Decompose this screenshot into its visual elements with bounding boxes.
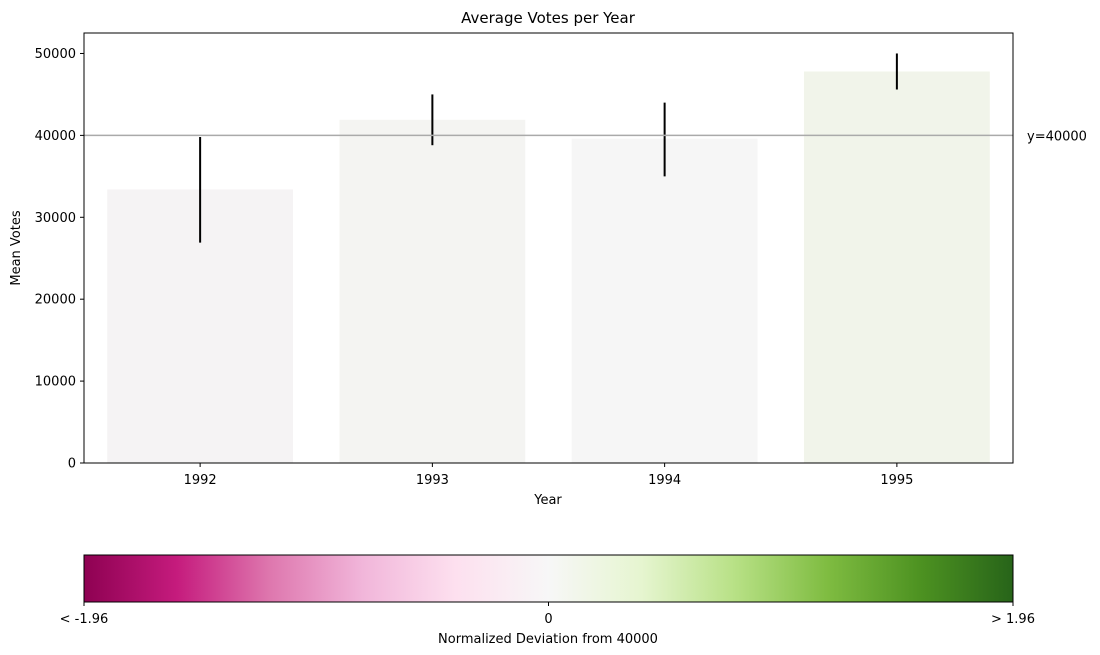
y-tick-label-40000: 40000 bbox=[35, 129, 76, 144]
error-bars-group bbox=[199, 53, 898, 243]
colorbar-tick-label-0: < -1.96 bbox=[60, 612, 109, 627]
colorbar-label: Normalized Deviation from 40000 bbox=[438, 632, 658, 647]
x-axis-label: Year bbox=[533, 493, 562, 508]
y-axis-label: Mean Votes bbox=[9, 210, 24, 285]
colorbar bbox=[83, 554, 1014, 603]
y-tick-label-10000: 10000 bbox=[35, 375, 76, 390]
x-axis: 1992 1993 1994 1995 bbox=[184, 463, 913, 488]
y-tick-label-50000: 50000 bbox=[35, 47, 76, 62]
bar-1995 bbox=[803, 71, 990, 463]
bar-1993 bbox=[339, 119, 526, 464]
y-tick-label-20000: 20000 bbox=[35, 293, 76, 308]
bar-1994 bbox=[571, 138, 758, 463]
y-tick-label-0: 0 bbox=[68, 457, 76, 472]
colorbar-tick-label-2: > 1.96 bbox=[991, 612, 1035, 627]
x-tick-label-1994: 1994 bbox=[648, 473, 681, 488]
chart-title: Average Votes per Year bbox=[461, 9, 636, 27]
colorbar-ticks: < -1.96 0 > 1.96 bbox=[60, 602, 1035, 627]
reference-line-label: y=40000 bbox=[1027, 129, 1087, 144]
x-tick-label-1992: 1992 bbox=[184, 473, 217, 488]
bars-group bbox=[107, 71, 990, 464]
x-tick-label-1993: 1993 bbox=[416, 473, 449, 488]
plot-frame bbox=[83, 32, 1014, 464]
y-axis: 0 10000 20000 30000 40000 50000 bbox=[35, 47, 84, 472]
y-tick-label-30000: 30000 bbox=[35, 211, 76, 226]
colorbar-tick-label-1: 0 bbox=[544, 612, 552, 627]
x-tick-label-1995: 1995 bbox=[880, 473, 913, 488]
